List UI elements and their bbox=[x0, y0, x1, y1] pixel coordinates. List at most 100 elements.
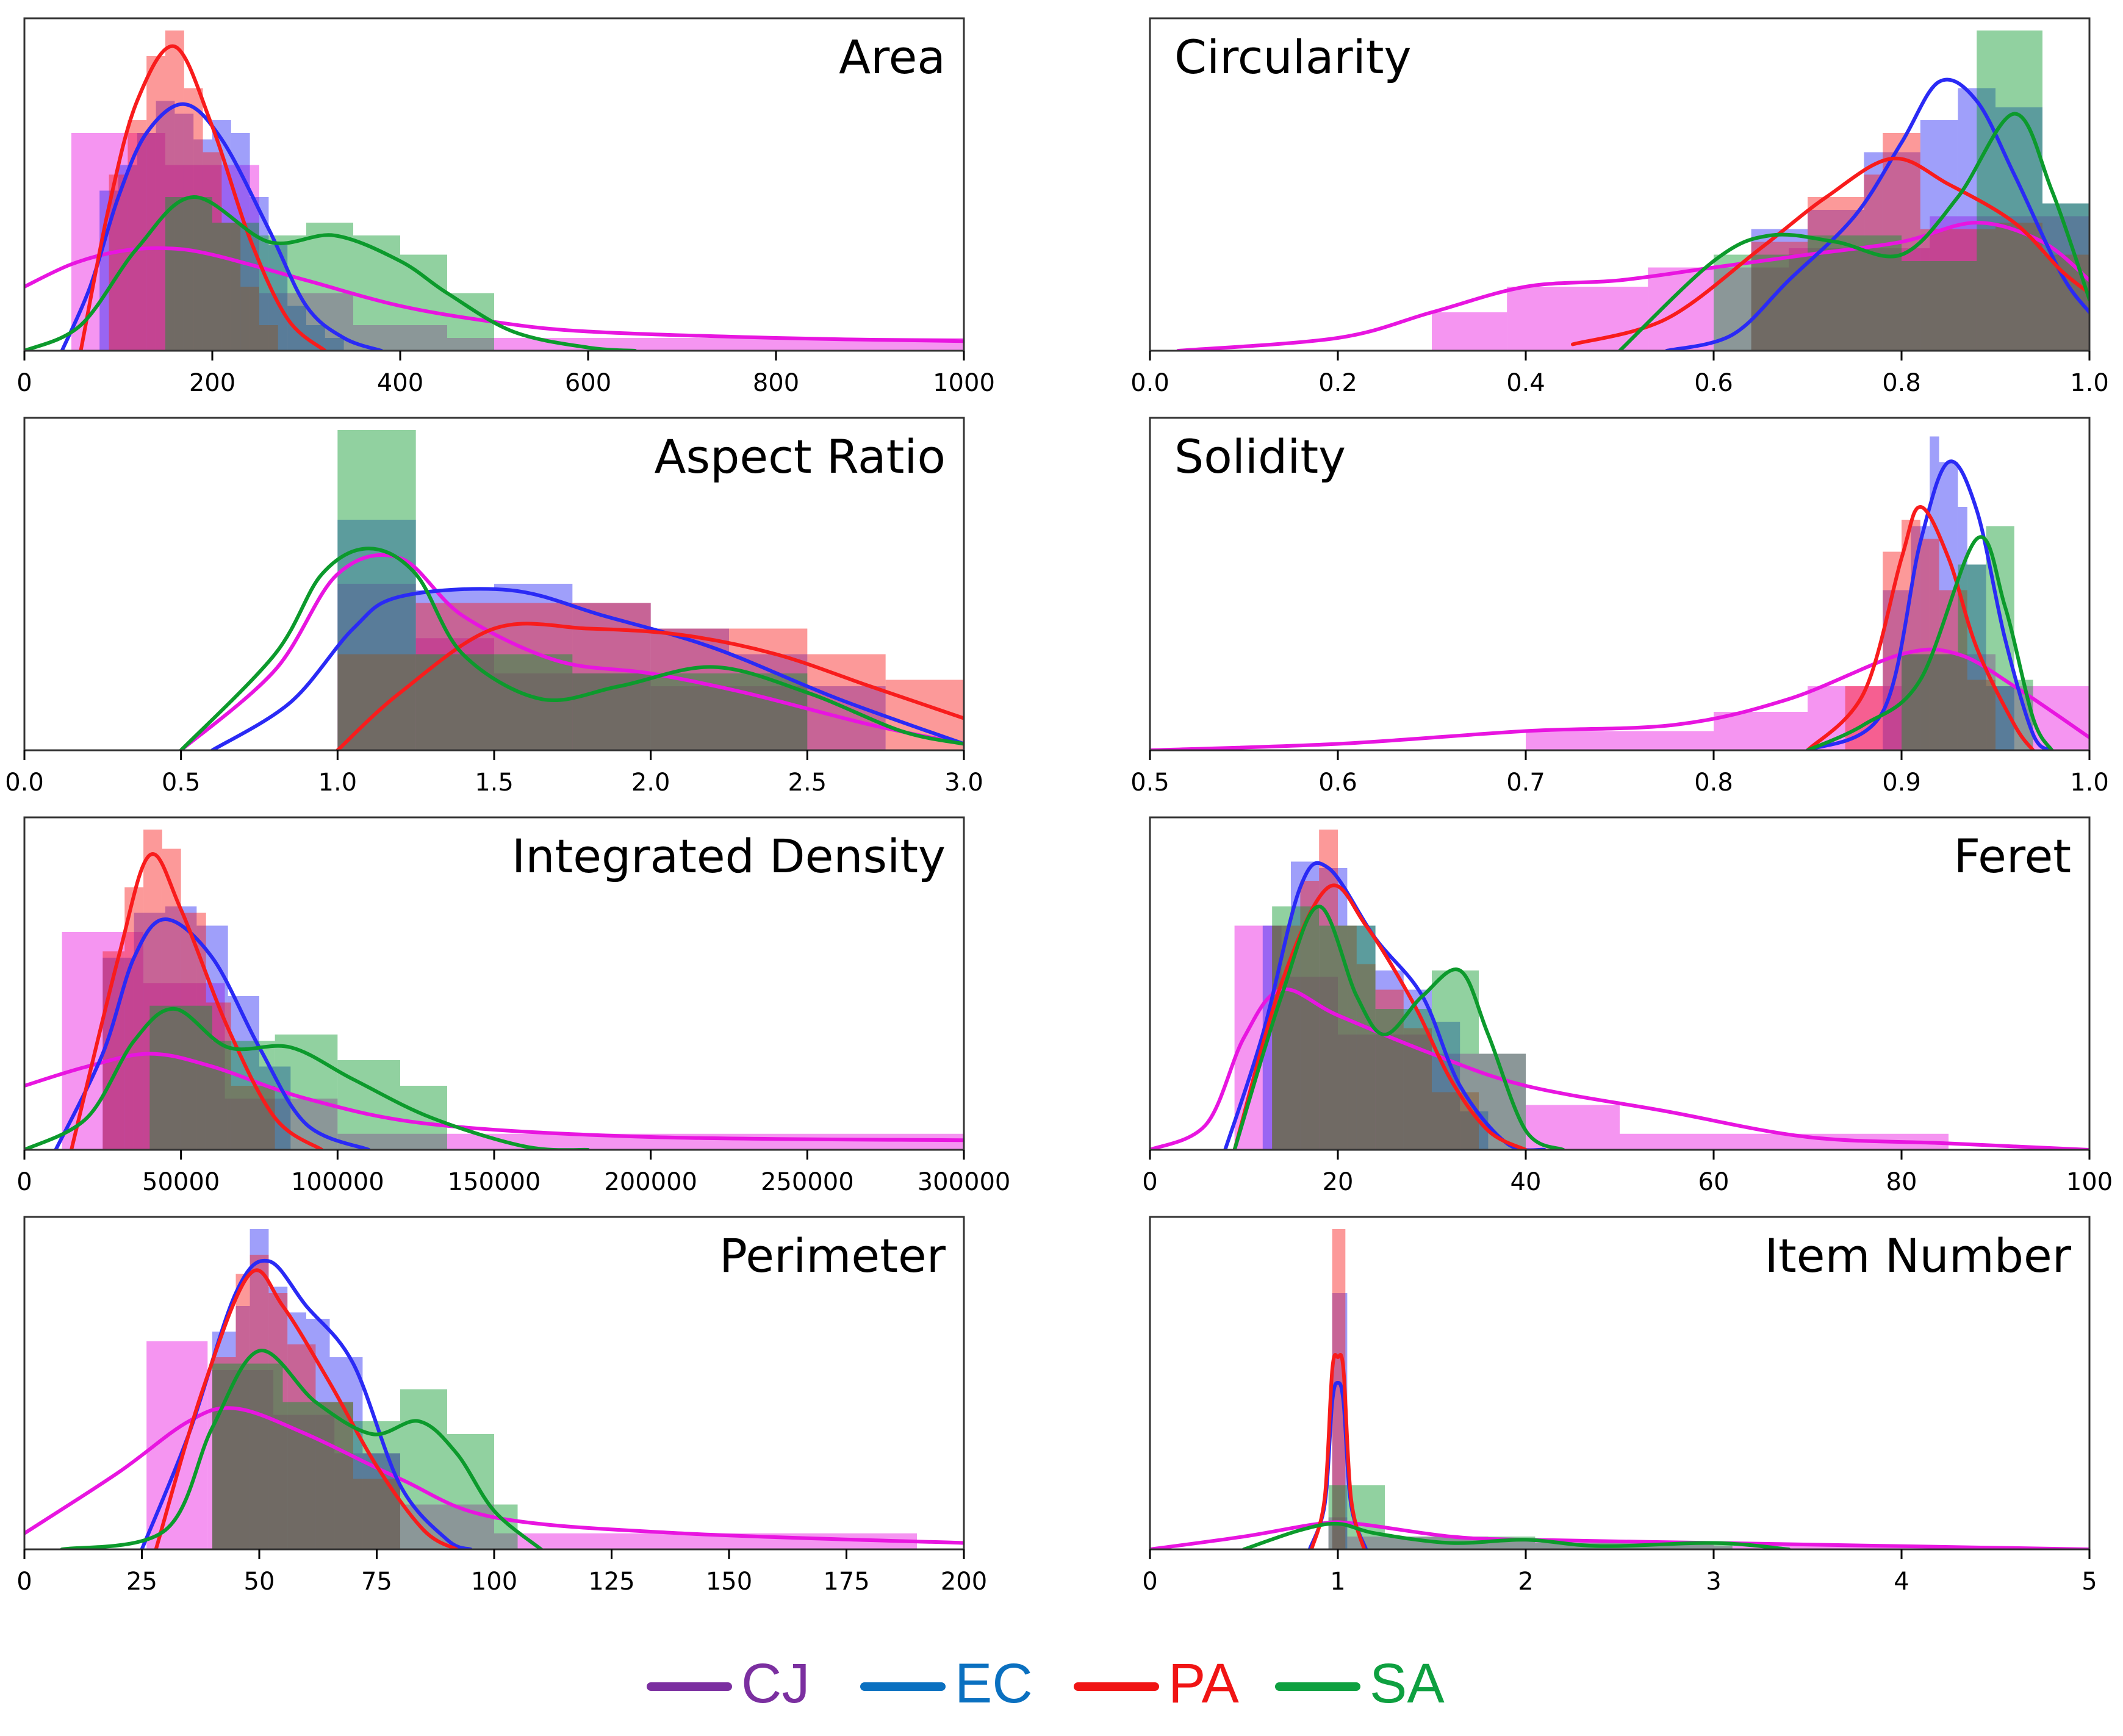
hist-bar-pa bbox=[337, 654, 416, 750]
hist-bar-pa bbox=[235, 1274, 250, 1549]
hist-bar-pa bbox=[1967, 680, 1995, 750]
hist-bar-cj bbox=[1432, 312, 1507, 351]
x-tick-label: 3.0 bbox=[944, 769, 983, 797]
hist-bar-pa bbox=[259, 325, 278, 351]
hist-bar-sa bbox=[400, 1389, 447, 1549]
hist-bar-cj bbox=[337, 584, 416, 750]
x-tick-label: 150000 bbox=[448, 1168, 541, 1196]
hist-bar-cj bbox=[1281, 977, 1338, 1150]
hist-bar-pa bbox=[128, 120, 147, 351]
hist-bar-sa bbox=[1902, 654, 1958, 750]
hist-bar-sa bbox=[353, 235, 400, 351]
x-tick-label: 40 bbox=[1511, 1168, 1542, 1196]
hist-bar-cj bbox=[415, 638, 494, 750]
kde-line-sa bbox=[179, 547, 964, 750]
x-tick-label: 300000 bbox=[918, 1168, 1011, 1196]
chart-perimeter: 0 25 50 75 100 125 150 175 200 Perimeter bbox=[16, 1216, 987, 1596]
x-tick-label: 0.5 bbox=[1130, 769, 1169, 797]
x-tick-label: 5 bbox=[2082, 1568, 2097, 1596]
hist-bar-ec bbox=[1958, 507, 1967, 750]
kde-line-sa bbox=[60, 1349, 543, 1549]
hist-bar-pa bbox=[1332, 1229, 1346, 1549]
kde-line-cj bbox=[24, 1052, 964, 1142]
plot-frame bbox=[1149, 417, 2091, 751]
hist-bar-sa bbox=[415, 654, 573, 750]
chart-title: Feret bbox=[1954, 829, 2071, 883]
hist-bar-pa bbox=[231, 1086, 275, 1150]
x-tick-label: 125 bbox=[588, 1568, 634, 1596]
kde-line-sa bbox=[1618, 112, 2089, 351]
kde-line-ec bbox=[210, 587, 964, 750]
x-tick-label: 0 bbox=[16, 1568, 32, 1596]
x-tick-label: 1.5 bbox=[475, 769, 514, 797]
chart-title: Item Number bbox=[1765, 1228, 2072, 1283]
x-tick-label: 0.4 bbox=[1506, 369, 1545, 397]
hist-bar-sa bbox=[1676, 1543, 1733, 1549]
legend-label: SA bbox=[1370, 1652, 1445, 1715]
x-tick-label: 1.0 bbox=[318, 769, 357, 797]
x-tick-label: 0.0 bbox=[1130, 369, 1169, 397]
hist-bar-sa bbox=[212, 1363, 283, 1549]
legend-label: PA bbox=[1168, 1652, 1239, 1715]
legend-label: CJ bbox=[741, 1652, 810, 1715]
hist-bar-pa bbox=[1883, 551, 1902, 750]
hist-bar-sa bbox=[400, 1086, 447, 1150]
chart-title: Integrated Density bbox=[512, 829, 946, 883]
hist-bar-ec bbox=[212, 1332, 236, 1549]
kde-line-ec bbox=[60, 102, 384, 351]
hist-bar-ec bbox=[99, 190, 118, 351]
hist-bar-ec bbox=[102, 958, 134, 1150]
hist-bar-pa bbox=[1920, 229, 1995, 351]
chart-title: Perimeter bbox=[719, 1228, 946, 1283]
hist-bar-pa bbox=[124, 887, 144, 1150]
chart-circularity: 0.0 0.2 0.4 0.6 0.8 1.0 Circularity bbox=[1130, 17, 2109, 397]
kde-line-pa bbox=[70, 852, 324, 1150]
hist-bar-pa bbox=[221, 223, 241, 351]
hist-bar-cj bbox=[1507, 287, 1648, 351]
x-tick-label: 0 bbox=[1142, 1568, 1157, 1596]
hist-bar-ec bbox=[134, 913, 165, 1150]
plot-frame bbox=[1149, 17, 2091, 352]
legend-swatch bbox=[647, 1682, 732, 1691]
x-tick-label: 1 bbox=[1330, 1568, 1345, 1596]
hist-bar-cj bbox=[1930, 216, 2089, 351]
hist-bar-pa bbox=[315, 1402, 353, 1549]
hist-bar-sa bbox=[337, 1060, 400, 1150]
chart-title: Solidity bbox=[1174, 429, 1346, 484]
chart-title: Area bbox=[839, 30, 946, 84]
chart-integrated-density: 0 50000 100000 150000 200000 250000 300000 Inte… bbox=[16, 816, 1011, 1196]
hist-bar-cj bbox=[1714, 1546, 1939, 1549]
plot-frame bbox=[23, 17, 965, 352]
kde-line-pa bbox=[1571, 156, 2089, 346]
kde-line-sa bbox=[1242, 1521, 1791, 1549]
x-tick-label: 200000 bbox=[604, 1168, 697, 1196]
x-tick-label: 400 bbox=[377, 369, 423, 397]
x-tick-label: 100 bbox=[2066, 1168, 2113, 1196]
x-tick-label: 50000 bbox=[142, 1168, 220, 1196]
kde-line-pa bbox=[1232, 883, 1528, 1150]
x-tick-label: 1.0 bbox=[2070, 369, 2109, 397]
x-tick-label: 80 bbox=[1886, 1168, 1917, 1196]
hist-bar-ec bbox=[1347, 925, 1376, 1150]
hist-bar-sa bbox=[1902, 261, 1977, 351]
kde-line-sa bbox=[24, 1006, 590, 1150]
hist-bar-ec bbox=[250, 1229, 269, 1549]
hist-bar-ec bbox=[1375, 970, 1404, 1150]
kde-line-pa bbox=[154, 1268, 459, 1549]
hist-bar-ec bbox=[235, 1306, 250, 1549]
x-tick-label: 2.5 bbox=[788, 769, 827, 797]
legend: CJ EC PA SA bbox=[0, 1647, 2123, 1720]
hist-bar-cj bbox=[207, 1370, 274, 1549]
x-tick-label: 0.0 bbox=[5, 769, 44, 797]
hist-bar-pa bbox=[240, 287, 259, 351]
x-tick-label: 0.9 bbox=[1882, 769, 1921, 797]
hist-bar-pa bbox=[250, 1255, 269, 1549]
hist-bar-cj bbox=[273, 1415, 335, 1549]
hist-bar-pa bbox=[102, 951, 125, 1150]
legend-label: EC bbox=[955, 1652, 1033, 1715]
hist-bar-sa bbox=[400, 254, 447, 351]
x-tick-label: 2 bbox=[1518, 1568, 1533, 1596]
hist-bar-cj bbox=[1902, 654, 1995, 750]
hist-bar-pa bbox=[181, 913, 206, 1150]
